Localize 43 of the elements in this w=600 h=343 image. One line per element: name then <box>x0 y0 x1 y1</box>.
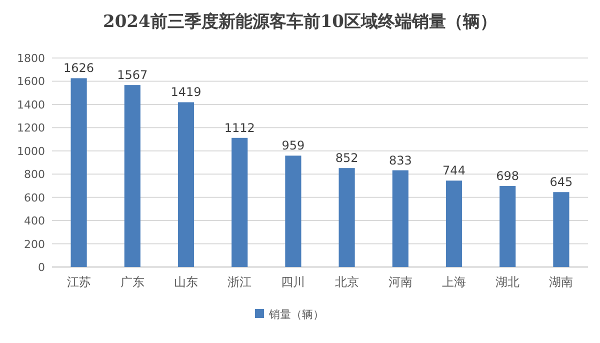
y-tick-label: 1800 <box>17 52 45 65</box>
data-label: 744 <box>442 164 466 178</box>
y-tick-label: 600 <box>24 191 45 204</box>
y-tick-label: 1000 <box>17 144 45 158</box>
bar <box>392 170 408 267</box>
bar <box>338 168 355 267</box>
data-label: 1112 <box>224 120 255 135</box>
x-tick-label: 浙江 <box>228 275 252 289</box>
x-tick-label: 湖北 <box>496 275 520 289</box>
y-tick-label: 1400 <box>17 98 45 112</box>
bar <box>500 186 516 267</box>
bar <box>446 180 462 267</box>
data-label: 1567 <box>117 68 148 82</box>
data-label: 1419 <box>170 85 202 100</box>
x-tick-label: 四川 <box>281 275 306 289</box>
y-tick-label: 200 <box>24 238 45 251</box>
data-label: 959 <box>282 138 305 153</box>
bar <box>285 156 302 267</box>
bar <box>70 78 87 267</box>
y-tick-label: 1200 <box>17 122 45 135</box>
y-tick-label: 800 <box>24 168 45 182</box>
bar <box>232 138 248 267</box>
bar <box>124 85 140 267</box>
data-label: 1626 <box>64 61 94 76</box>
x-tick-label: 河南 <box>388 275 412 289</box>
data-label: 645 <box>550 175 573 190</box>
data-label: 852 <box>335 151 358 166</box>
legend-label: 销量（辆） <box>268 308 324 321</box>
bar <box>553 192 570 267</box>
legend: 销量（辆） <box>255 308 324 321</box>
y-tick-label: 0 <box>38 261 45 274</box>
data-label: 833 <box>388 153 412 168</box>
bar <box>178 102 194 267</box>
x-tick-label: 湖南 <box>549 275 574 289</box>
y-tick-label: 1600 <box>17 75 45 88</box>
x-tick-label: 北京 <box>334 275 359 289</box>
x-tick-label: 山东 <box>174 275 198 289</box>
x-tick-label: 江苏 <box>66 275 91 289</box>
chart-title: 2024前三季度新能源客车前10区域终端销量（辆） <box>103 12 497 32</box>
data-label: 698 <box>496 168 520 183</box>
x-tick-label: 上海 <box>442 275 466 289</box>
x-tick-label: 广东 <box>120 275 144 289</box>
y-tick-label: 400 <box>24 214 45 228</box>
